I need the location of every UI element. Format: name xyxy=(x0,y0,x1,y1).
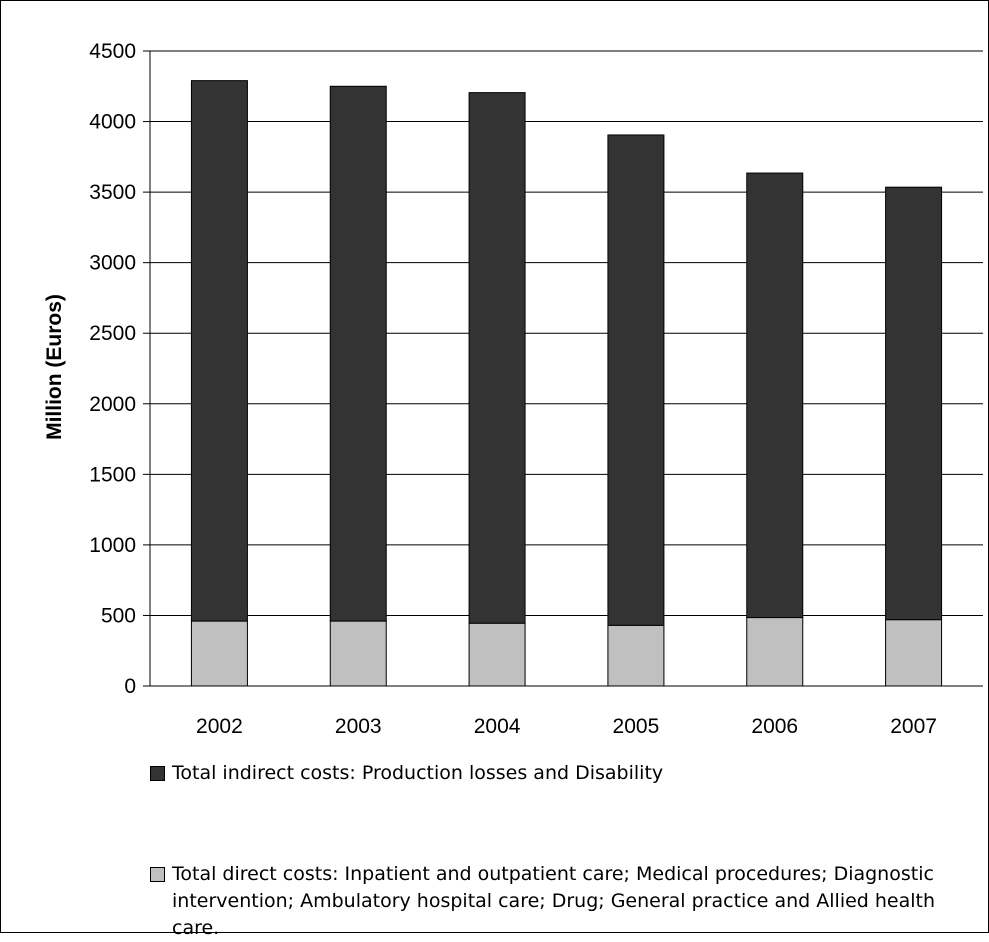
y-tick-label: 3000 xyxy=(89,252,136,275)
x-tick-label: 2005 xyxy=(613,715,660,738)
gridlines xyxy=(150,50,983,616)
y-axis-label: Million (Euros) xyxy=(43,294,66,440)
x-tick-labels: 2002 2003 2004 2005 2006 2007 xyxy=(196,715,937,738)
bar-direct-2006 xyxy=(746,617,804,687)
bar-indirect-2002 xyxy=(190,80,248,622)
legend-swatch-indirect xyxy=(150,766,165,781)
y-tick-label: 500 xyxy=(101,604,136,627)
x-tick-label: 2006 xyxy=(751,715,798,738)
bar-direct-2002 xyxy=(190,620,248,687)
bar-direct-2003 xyxy=(329,620,387,687)
bar-indirect-2004 xyxy=(468,92,526,624)
x-tick-label: 2003 xyxy=(335,715,382,738)
legend-item-indirect: Total indirect costs: Production losses … xyxy=(150,760,970,787)
y-tick-label: 1500 xyxy=(89,463,136,486)
bar-indirect-2006 xyxy=(746,172,804,619)
bar-direct-2007 xyxy=(885,619,943,687)
legend-swatch-direct xyxy=(150,867,165,882)
y-tick-label: 2000 xyxy=(89,393,136,416)
y-tick-label: 0 xyxy=(124,675,136,698)
y-tick-label: 4000 xyxy=(89,111,136,134)
axes xyxy=(143,50,983,687)
bar-indirect-2007 xyxy=(885,186,943,621)
y-tick-label: 3500 xyxy=(89,181,136,204)
bar-direct-2005 xyxy=(607,624,665,687)
x-tick-label: 2004 xyxy=(474,715,521,738)
y-tick-label: 1000 xyxy=(89,534,136,557)
legend-label-indirect: Total indirect costs: Production losses … xyxy=(172,762,664,784)
y-tick-label: 4500 xyxy=(89,40,136,63)
y-tick-labels: 0 500 1000 1500 2000 2500 3000 3500 4000 4500 xyxy=(89,40,136,698)
bar-chart: 0 500 1000 1500 2000 2500 3000 3500 4000 4500 200… xyxy=(43,40,983,738)
bar-indirect-2003 xyxy=(329,85,387,622)
x-tick-label: 2007 xyxy=(890,715,937,738)
legend: Total indirect costs: Production losses … xyxy=(150,760,970,942)
legend-label-direct: Total direct costs: Inpatient and outpat… xyxy=(172,863,936,939)
x-tick-label: 2002 xyxy=(196,715,243,738)
bar-indirect-2005 xyxy=(607,134,665,626)
bars xyxy=(190,80,943,687)
y-tick-label: 2500 xyxy=(89,322,136,345)
legend-item-direct: Total direct costs: Inpatient and outpat… xyxy=(150,861,970,942)
bar-direct-2004 xyxy=(468,622,526,687)
